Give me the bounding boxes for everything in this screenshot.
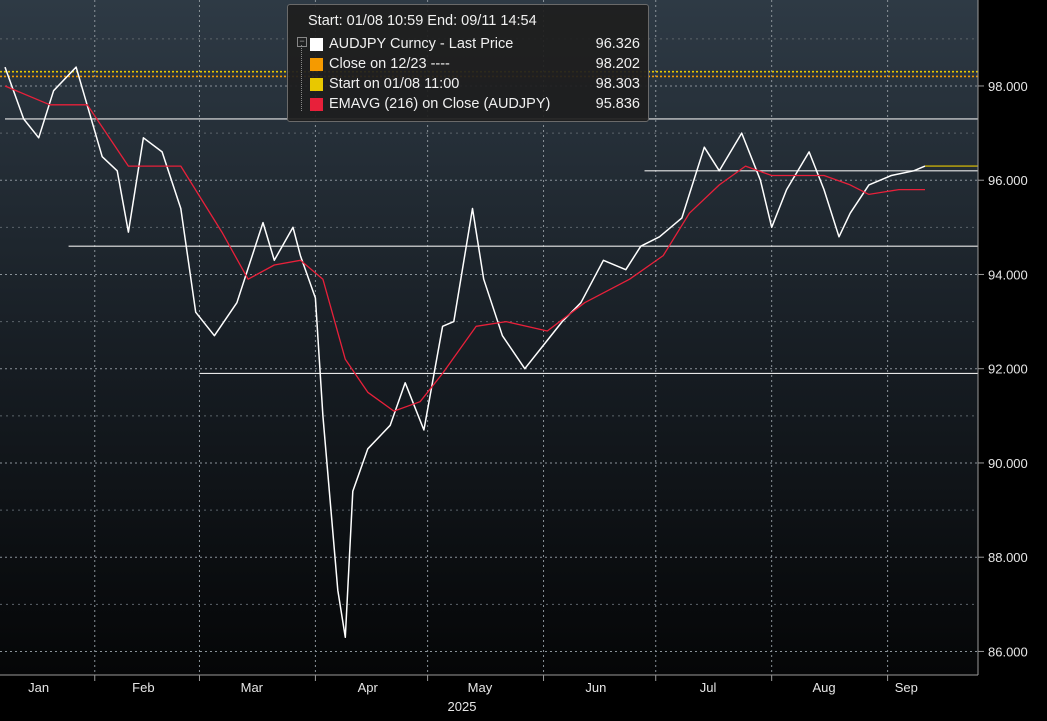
legend-label: Start on 01/08 11:00 (329, 76, 460, 92)
collapse-icon[interactable]: − (297, 37, 307, 47)
x-tick-label: Sep (895, 680, 918, 695)
x-tick-label: Jun (585, 680, 606, 695)
y-tick-label: 98.000 (988, 79, 1028, 94)
gridlines (0, 0, 978, 675)
legend-label: Close on 12/23 ---- (329, 56, 450, 72)
x-tick-label: Aug (812, 680, 835, 695)
legend-item-start-0108: Start on 01/08 11:00 98.303 (310, 76, 640, 95)
legend-value: 98.202 (595, 56, 640, 72)
emavg-swatch (310, 98, 323, 111)
legend-value: 98.303 (595, 76, 640, 92)
x-axis-background (0, 675, 978, 716)
legend-value: 96.326 (595, 36, 640, 52)
legend-item-close-1223: Close on 12/23 ---- 98.202 (310, 56, 640, 75)
x-axis: Jan Feb Mar Apr May Jun Jul Aug Sep 2025 (0, 674, 978, 714)
axis-background (978, 0, 1047, 716)
legend-label: EMAVG (216) on Close (AUDJPY) (329, 96, 551, 112)
x-tick-label: Jul (700, 680, 717, 695)
year-label: 2025 (448, 699, 477, 714)
legend-label: AUDJPY Curncy - Last Price (329, 36, 514, 52)
y-tick-label: 94.000 (988, 267, 1028, 282)
x-tick-label: Feb (132, 680, 154, 695)
series-lines (4, 66, 978, 639)
last-price-swatch (310, 38, 323, 51)
legend-tree-guide: − (297, 37, 307, 115)
y-tick-label: 92.000 (988, 362, 1028, 377)
emavg-line (4, 85, 925, 412)
close-swatch (310, 58, 323, 71)
legend-header: Start: 01/08 10:59 End: 09/11 14:54 (308, 13, 537, 29)
y-tick-label: 96.000 (988, 173, 1028, 188)
y-tick-label: 86.000 (988, 644, 1028, 659)
x-tick-label: Mar (241, 680, 264, 695)
x-tick-label: Jan (28, 680, 49, 695)
y-tick-label: 88.000 (988, 550, 1028, 565)
legend-value: 95.836 (595, 96, 640, 112)
legend: Start: 01/08 10:59 End: 09/11 14:54 − AU… (287, 4, 649, 122)
x-tick-label: Apr (358, 680, 379, 695)
tree-line (301, 45, 302, 111)
x-tick-label: May (468, 680, 493, 695)
last-price-line (4, 66, 926, 639)
start-swatch (310, 78, 323, 91)
legend-item-emavg: EMAVG (216) on Close (AUDJPY) 95.836 (310, 96, 640, 115)
y-axis: 86.000 88.000 90.000 92.000 94.000 96.000 98.0… (977, 0, 1028, 675)
legend-item-last-price: AUDJPY Curncy - Last Price 96.326 (310, 36, 640, 55)
y-tick-label: 90.000 (988, 456, 1028, 471)
